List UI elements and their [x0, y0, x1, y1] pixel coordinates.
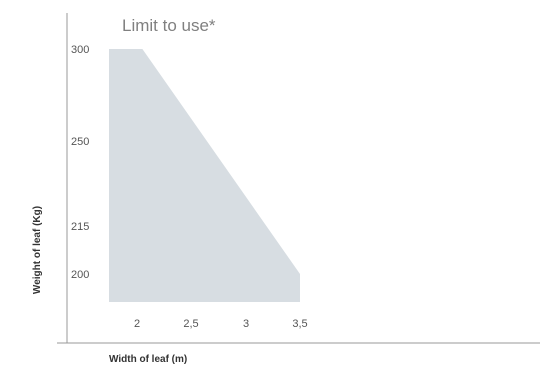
x-tick-label: 2,5	[183, 318, 198, 330]
x-tick-label: 3	[243, 318, 249, 330]
x-tick-label: 2	[134, 318, 140, 330]
limit-area	[109, 49, 300, 302]
y-tick-labels: 200 215 250 300	[71, 44, 89, 281]
x-axis-label: Width of leaf (m)	[109, 354, 187, 365]
y-axis-label: Weight of leaf (Kg)	[32, 206, 43, 294]
x-tick-label: 3,5	[292, 318, 307, 330]
x-tick-labels: 2 2,5 3 3,5	[134, 318, 308, 330]
chart-title: Limit to use*	[122, 16, 216, 35]
y-tick-label: 215	[71, 221, 89, 233]
y-tick-label: 250	[71, 136, 89, 148]
y-tick-label: 300	[71, 44, 89, 56]
y-tick-label: 200	[71, 269, 89, 281]
